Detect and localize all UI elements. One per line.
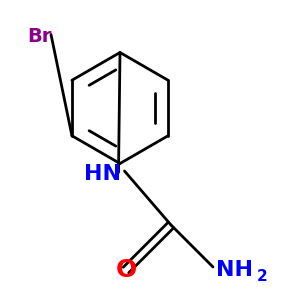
Text: NH: NH xyxy=(216,260,253,280)
Text: Br: Br xyxy=(27,26,51,46)
Text: 2: 2 xyxy=(256,269,267,284)
Text: HN: HN xyxy=(83,164,121,184)
Text: O: O xyxy=(116,258,136,282)
